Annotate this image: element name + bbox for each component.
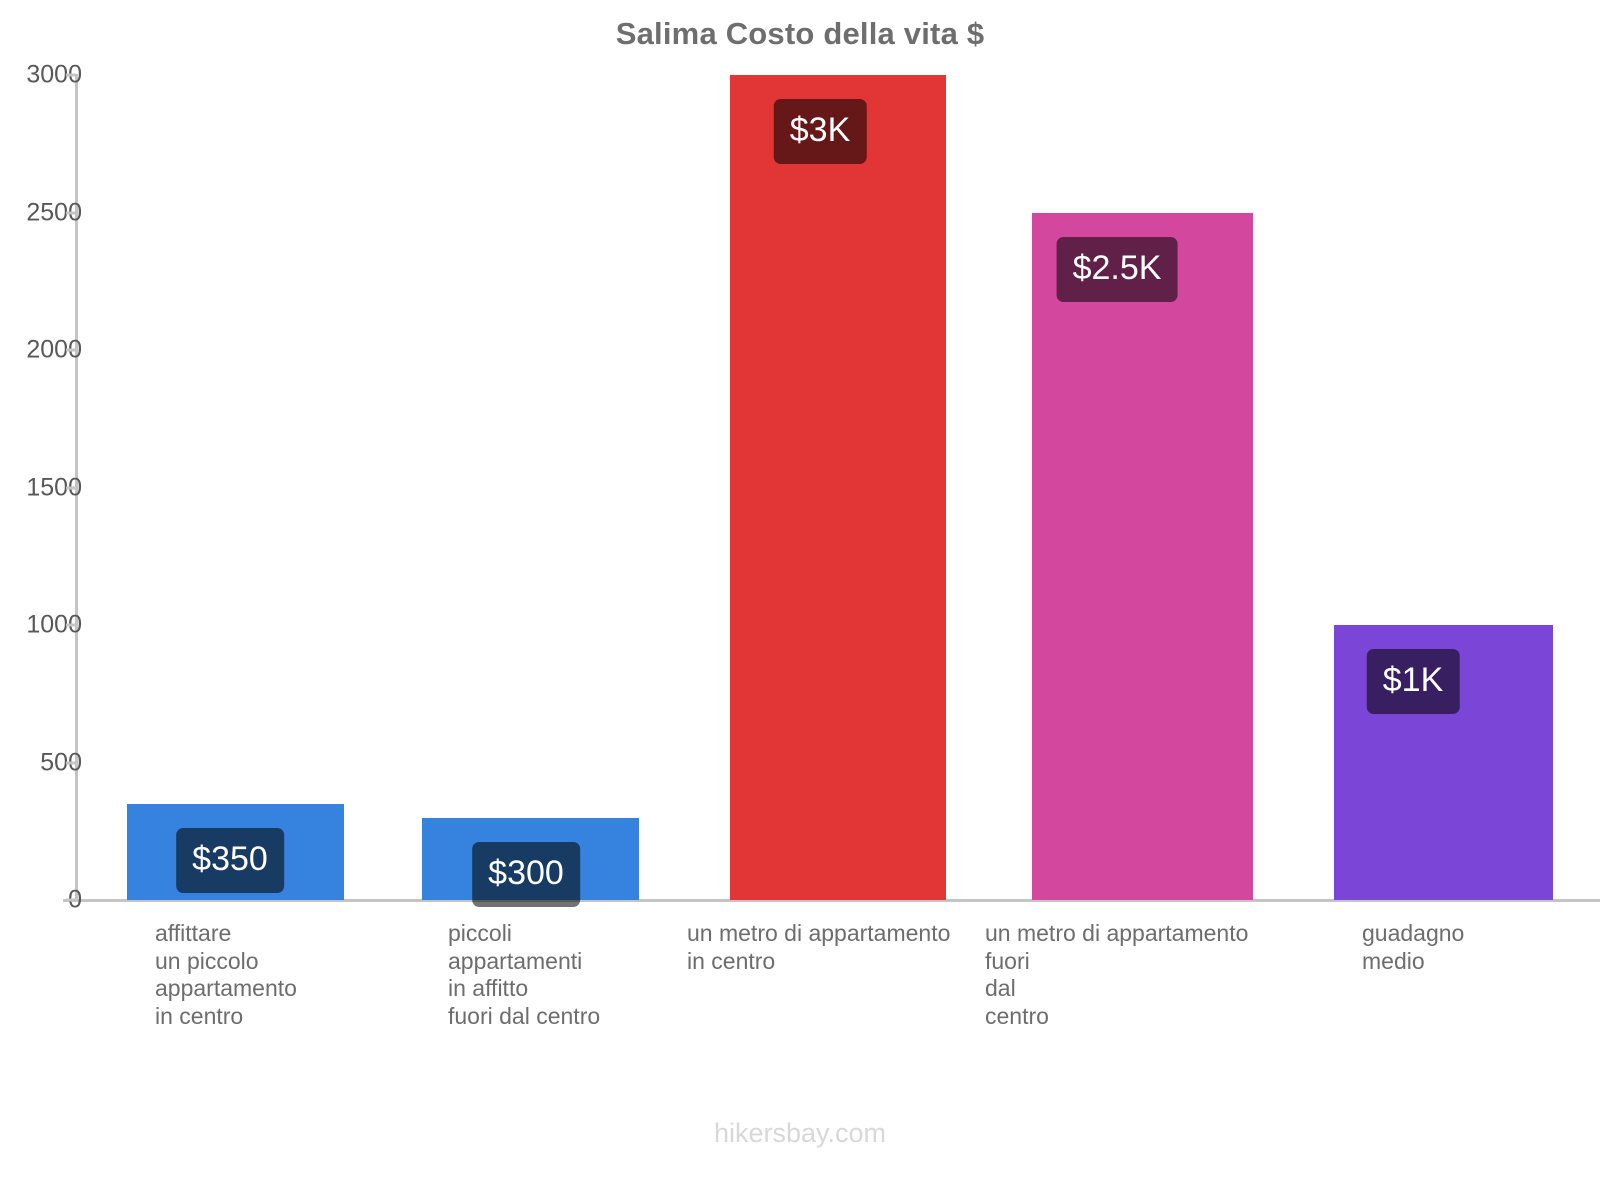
bar-value-badge: $2.5K [1056,236,1178,302]
y-axis-tick-mark [66,623,76,627]
y-axis-tick-mark [66,898,76,902]
bar-value-badge: $1K [1366,649,1460,714]
bar-value-badge: $350 [176,827,284,893]
page-title: Salima Costo della vita $ [615,16,985,51]
x-axis-category-label: guadagno medio [1362,920,1465,974]
y-axis-tick-mark [66,211,76,214]
y-axis-tick-mark [66,348,76,352]
y-axis-tick-mark [66,486,76,489]
x-axis-category-label: un metro di appartamento in centro [687,920,951,974]
x-axis-category-label: un metro di appartamento fuori dal centr… [985,920,1249,1029]
bar[interactable] [730,75,946,900]
site-watermark: hikersbay.com [713,1118,887,1148]
bar[interactable] [1032,212,1253,900]
bar-value-badge: $3K [773,99,867,164]
x-axis-category-label: affittare un piccolo appartamento in cen… [155,920,297,1029]
y-axis-tick-mark [66,761,76,764]
x-axis-line [63,899,1600,902]
y-axis-tick-mark [66,73,76,77]
bar-value-badge: $300 [472,841,580,907]
x-axis-category-label: piccoli appartamenti in affitto fuori da… [448,920,601,1029]
y-axis-line [75,74,78,901]
